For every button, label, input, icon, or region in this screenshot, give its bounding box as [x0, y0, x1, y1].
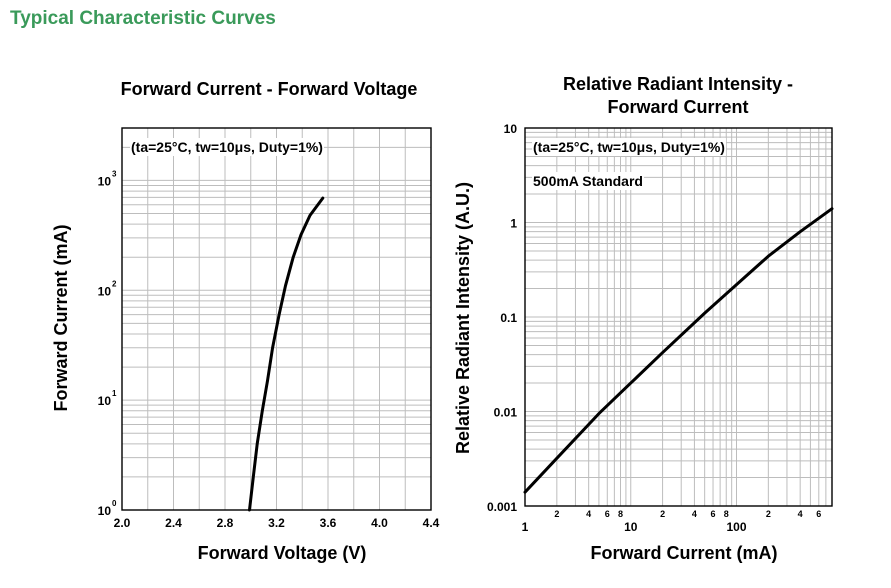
chart2-x-axis-label: Forward Current (mA): [590, 543, 777, 563]
chart2-y-tick-label: 10: [504, 122, 518, 136]
chart1-x-tick-label: 3.2: [268, 516, 285, 530]
chart1-x-tick-label: 4.4: [423, 516, 440, 530]
chart2-annotation-background: [532, 138, 726, 156]
chart1-title: Forward Current - Forward Voltage: [121, 79, 418, 99]
chart2-standard-note-background: [532, 172, 644, 190]
chart2-standard-note: 500mA Standard: [533, 173, 643, 189]
chart1-x-tick-label: 3.6: [320, 516, 337, 530]
chart2-y-tick-label: 0.1: [500, 311, 517, 325]
chart1-y-tick-label: 10: [98, 174, 112, 188]
chart1-series-line: [248, 196, 325, 512]
chart1-y-tick-label: 10: [98, 504, 112, 518]
chart2-y-tick-label: 0.001: [487, 500, 517, 514]
section-title: Typical Characteristic Curves: [10, 8, 276, 29]
chart1-x-tick-label: 2.0: [114, 516, 131, 530]
chart2-x-minor-tick-label: 8: [618, 509, 623, 519]
chart2-x-tick-label: 10: [624, 520, 638, 534]
chart2-x-minor-tick-label: 2: [554, 509, 559, 519]
chart1-y-tick-label: 10: [98, 394, 112, 408]
chart2-x-minor-tick-label: 4: [692, 509, 697, 519]
chart1-y-tick-exponent: 0: [112, 499, 117, 508]
chart1-y-tick-exponent: 1: [112, 389, 117, 398]
chart2-x-tick-label: 100: [726, 520, 746, 534]
chart1-x-tick-label: 2.4: [165, 516, 182, 530]
chart2-series-line: [523, 207, 834, 494]
chart1-y-tick-exponent: 2: [112, 279, 117, 288]
chart1-x-tick-label: 4.0: [371, 516, 388, 530]
chart1-frame: [121, 127, 432, 511]
chart2-x-minor-tick-label: 4: [798, 509, 803, 519]
chart2-x-tick-label: 1: [522, 520, 529, 534]
chart2-y-tick-label: 0.01: [494, 406, 518, 420]
chart2-x-minor-tick-label: 2: [766, 509, 771, 519]
chart2-x-minor-tick-label: 6: [711, 509, 716, 519]
chart1-y-axis-label: Forward Current (mA): [51, 224, 71, 411]
chart2-x-minor-tick-label: 6: [816, 509, 821, 519]
chart1-x-tick-label: 2.8: [217, 516, 234, 530]
chart2-x-minor-tick-label: 8: [724, 509, 729, 519]
chart2-x-minor-tick-label: 4: [586, 509, 591, 519]
chart2-title-line2: Forward Current: [607, 97, 748, 117]
chart2-x-minor-tick-label: 6: [605, 509, 610, 519]
chart2-frame: [524, 127, 833, 507]
chart2-x-minor-tick-label: 2: [660, 509, 665, 519]
chart2-y-tick-label: 1: [510, 217, 517, 231]
chart1-annotation: (ta=25°C, tw=10μs, Duty=1%): [131, 139, 323, 155]
chart2-y-axis-label: Relative Radiant Intensity (A.U.): [453, 182, 473, 454]
chart1-annotation-background: [130, 138, 324, 156]
chart2-annotation: (ta=25°C, tw=10μs, Duty=1%): [533, 139, 725, 155]
chart2-title-line1: Relative Radiant Intensity -: [563, 74, 793, 94]
chart1-y-tick-exponent: 3: [112, 169, 117, 178]
chart1-x-axis-label: Forward Voltage (V): [198, 543, 367, 563]
chart1-y-tick-label: 10: [98, 284, 112, 298]
